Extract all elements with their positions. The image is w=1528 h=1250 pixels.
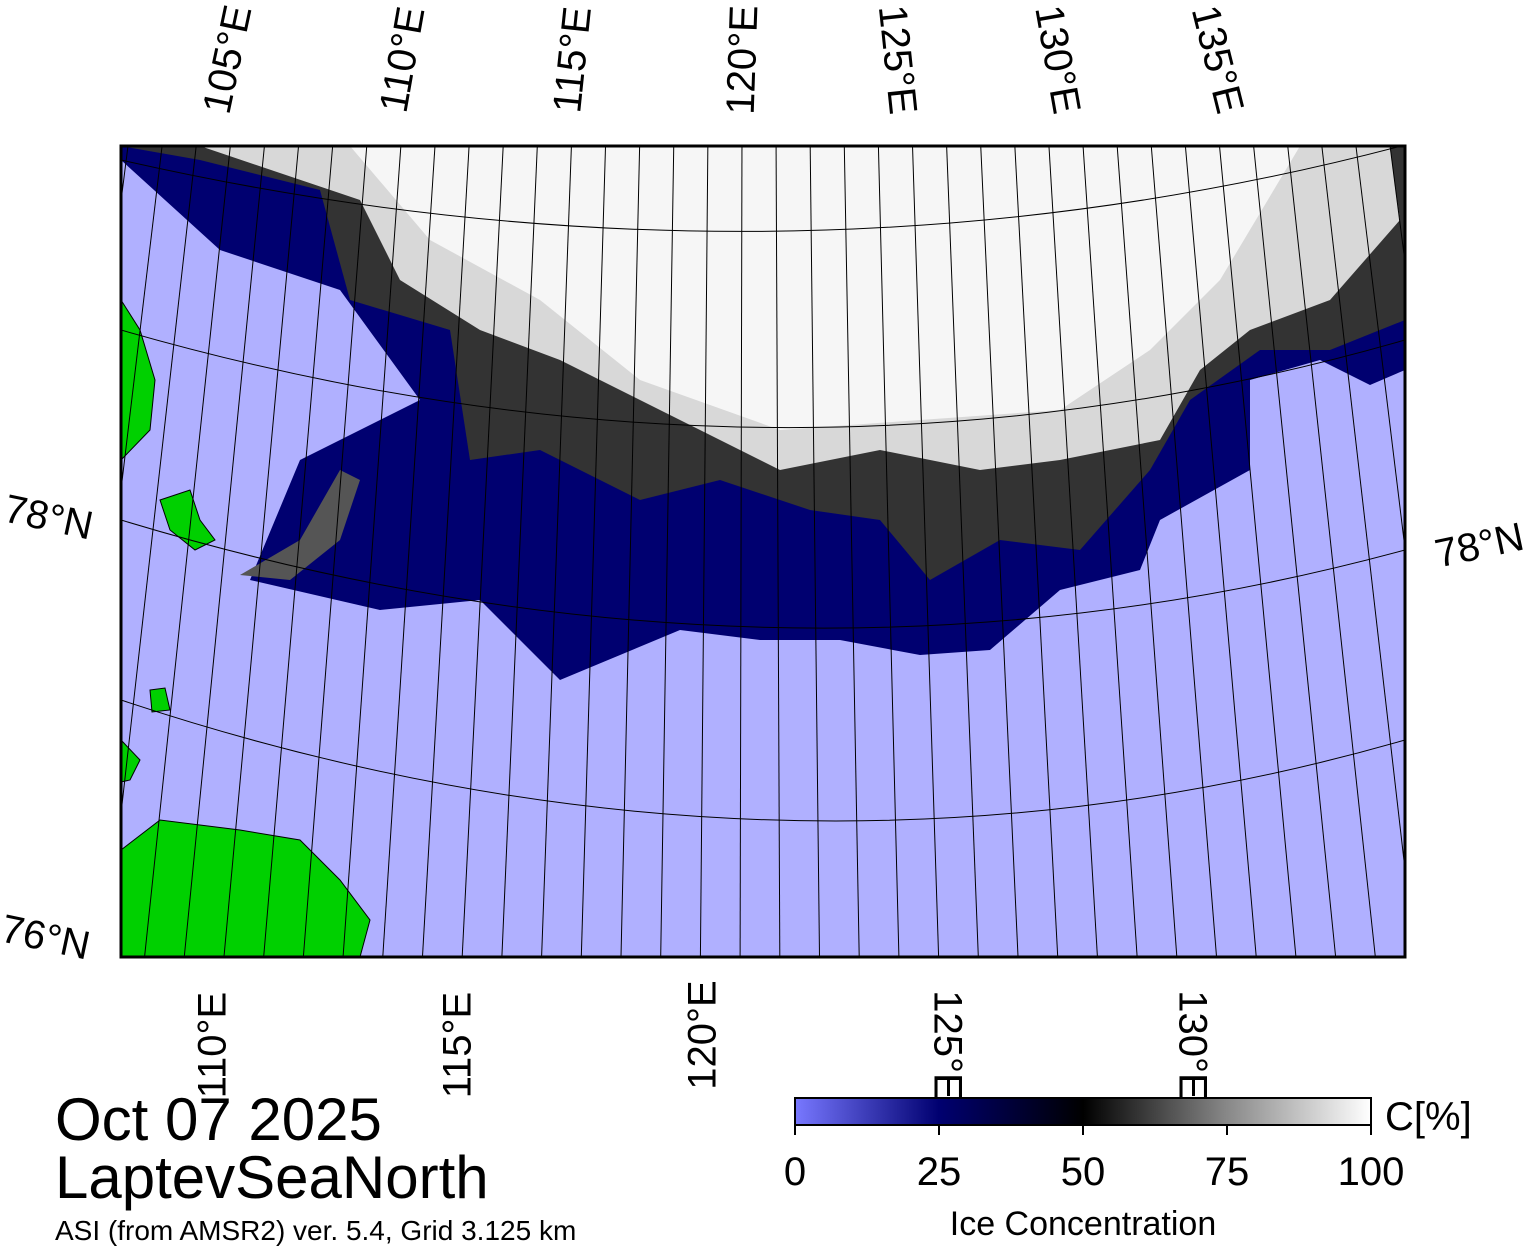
longitude-line	[1048, 146, 1098, 957]
longitude-line	[121, 146, 129, 206]
longitude-line	[1321, 146, 1405, 874]
colorbar-tick-label: 0	[784, 1150, 806, 1194]
longitude-line	[1355, 146, 1405, 553]
colorbar-tick-label: 50	[1061, 1150, 1106, 1194]
top-lon-label: 110°E	[372, 3, 434, 115]
date: Oct 07 2025	[55, 1086, 382, 1153]
bottom-lon-label: 115°E	[436, 992, 480, 1098]
latitude-line	[121, 329, 1405, 429]
longitude-line	[1253, 146, 1337, 957]
top-lon-label: 125°E	[870, 3, 925, 116]
longitude-line	[121, 146, 197, 819]
longitude-line	[946, 146, 979, 957]
bottom-lon-label: 110°E	[191, 992, 235, 1098]
colorbar-unit: C[%]	[1385, 1095, 1472, 1139]
longitude-line	[980, 146, 1019, 957]
bottom-lon-label: 125°E	[925, 990, 969, 1099]
longitude-line	[809, 146, 821, 957]
longitude-line	[501, 146, 538, 957]
longitude-line	[699, 146, 709, 957]
colorbar	[794, 1097, 1372, 1126]
colorbar-label: Ice Concentration	[950, 1205, 1217, 1243]
land	[121, 819, 371, 957]
longitude-line	[421, 146, 470, 957]
latitude-line	[121, 699, 1405, 822]
longitude-line	[580, 146, 607, 957]
bottom-lon-label: 120°E	[681, 980, 725, 1089]
longitude-line	[1014, 146, 1059, 957]
longitude-line	[121, 146, 163, 494]
longitude-line	[382, 146, 436, 957]
longitude-line	[223, 146, 300, 957]
left-lat-label: 76°N	[0, 907, 94, 969]
region-name: LaptevSeaNorth	[55, 1144, 489, 1211]
left-lat-label: 78°N	[0, 487, 97, 549]
longitude-line	[1219, 146, 1297, 957]
longitude-line	[775, 146, 781, 957]
longitude-line	[660, 146, 675, 957]
longitude-line	[144, 146, 231, 957]
longitude-line	[1150, 146, 1218, 957]
longitude-line	[1116, 146, 1178, 957]
ice-tongue	[240, 470, 360, 580]
longitude-line	[912, 146, 940, 957]
longitude-line	[183, 146, 265, 957]
top-lon-label: 115°E	[545, 5, 600, 115]
colorbar-tick-label: 25	[917, 1150, 962, 1194]
longitude-line	[1184, 146, 1257, 957]
land	[159, 489, 216, 551]
colorbar-tick-label: 75	[1205, 1150, 1250, 1194]
longitude-line	[843, 146, 860, 957]
latitude-line	[121, 519, 1405, 629]
top-lon-label: 130°E	[1026, 2, 1088, 117]
longitude-line	[1082, 146, 1138, 957]
latitude-line	[121, 146, 1404, 232]
map-frame	[119, 144, 1407, 959]
source-note: ASI (from AMSR2) ver. 5.4, Grid 3.125 km	[55, 1215, 576, 1246]
map-area	[121, 146, 1405, 957]
graticule	[121, 146, 1405, 957]
longitude-line	[541, 146, 572, 957]
top-lon-label: 120°E	[719, 4, 767, 115]
longitude-line	[342, 146, 402, 957]
longitude-line	[739, 146, 743, 957]
top-lon-label: 105°E	[195, 1, 261, 117]
top-lon-label: 135°E	[1183, 1, 1252, 118]
right-lat-label: 78°N	[1431, 515, 1528, 577]
longitude-line	[620, 146, 641, 957]
longitude-line	[461, 146, 504, 957]
longitude-line	[1287, 146, 1376, 957]
land	[149, 687, 171, 713]
longitude-line	[302, 146, 368, 957]
longitude-line	[263, 146, 334, 957]
longitude-line	[877, 146, 900, 957]
ice-core	[350, 146, 1300, 430]
bottom-lon-label: 130°E	[1170, 990, 1214, 1099]
colorbar-tick-label: 100	[1338, 1150, 1405, 1194]
